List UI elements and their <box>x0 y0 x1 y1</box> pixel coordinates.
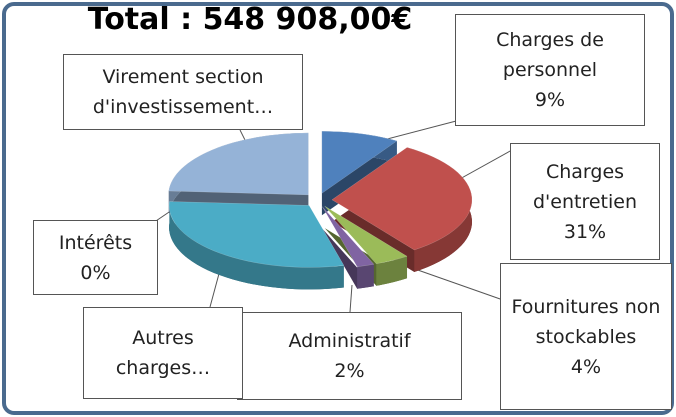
leader-line <box>349 284 353 313</box>
value-label: 4% <box>570 355 602 378</box>
slice-side <box>169 201 344 290</box>
callout: Charges de personnel 9% <box>455 14 645 126</box>
category-label: Virement section d'investissement… <box>92 66 274 118</box>
category-label: Charges de personnel <box>496 29 604 81</box>
slice <box>168 201 345 268</box>
slice-tops <box>168 131 473 268</box>
slice <box>324 205 408 265</box>
value-label: 0% <box>80 261 111 284</box>
category-label: Autres charges… <box>115 327 211 379</box>
value-label: 31% <box>563 220 607 243</box>
callout: Autres charges… <box>83 307 243 399</box>
slice-side <box>376 256 408 286</box>
slice <box>331 147 473 251</box>
callout: Fournitures non stockables 4% <box>500 263 672 410</box>
category-label: Intérêts <box>58 231 133 254</box>
category-label: Fournitures non stockables <box>511 295 661 348</box>
category-label: Charges d'entretien <box>532 160 637 213</box>
slice <box>168 132 309 196</box>
slice <box>321 131 398 194</box>
callout: Intérêts 0% <box>33 220 158 295</box>
slice-side <box>357 264 374 289</box>
value-label: 9% <box>534 89 566 111</box>
value-label: 2% <box>334 360 365 382</box>
slice <box>322 206 375 267</box>
callout: Charges d'entretien 31% <box>510 143 660 260</box>
leader-line <box>209 269 221 308</box>
chart-title: Total : 548 908,00€ <box>87 2 413 37</box>
callout: Administratif 2% <box>237 312 462 400</box>
category-label: Administratif <box>288 330 411 352</box>
callout: Virement section d'investissement… <box>63 54 303 130</box>
